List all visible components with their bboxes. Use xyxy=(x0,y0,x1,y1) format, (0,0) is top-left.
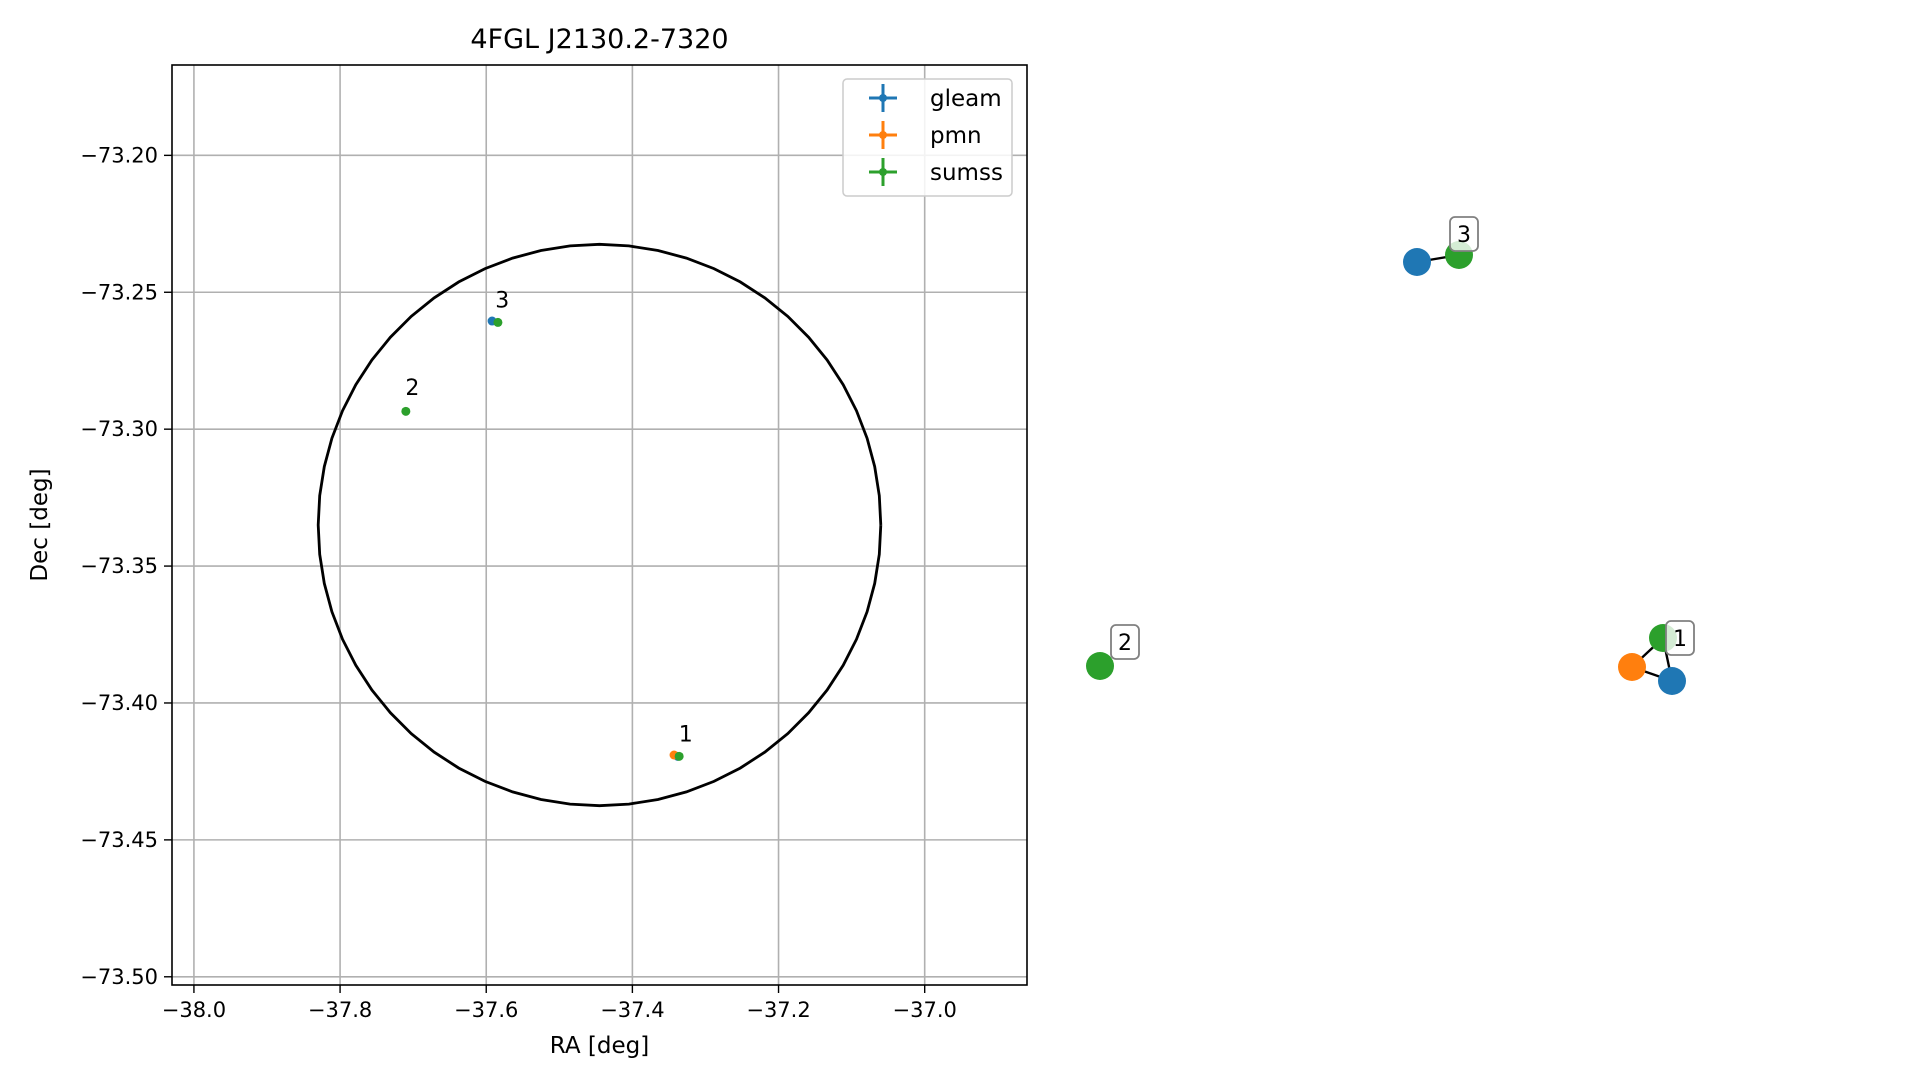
legend-item-gleam: gleam xyxy=(869,84,1002,112)
network-node-gleam xyxy=(1658,667,1686,695)
network-label-box xyxy=(1449,216,1479,252)
legend: gleam pmn sumss xyxy=(842,78,1013,197)
x-axis-label: RA [deg] xyxy=(550,1033,649,1059)
x-tick-label: −38.0 xyxy=(162,998,226,1022)
network-label-box xyxy=(1665,620,1695,656)
network-node-pmn xyxy=(1618,653,1646,681)
y-tick-label: −73.50 xyxy=(80,965,158,989)
circle-layer xyxy=(316,242,883,808)
legend-items: gleam pmn sumss xyxy=(869,84,1003,186)
x-tick-label: −37.8 xyxy=(308,998,372,1022)
network-label: 1 xyxy=(1665,620,1695,656)
y-tick-label: −73.30 xyxy=(80,417,158,441)
y-tick-label: −73.45 xyxy=(80,828,158,852)
y-axis-label: Dec [deg] xyxy=(27,468,53,581)
scatter-plot: 1 2 3 −38.0 −37.8 −37.6 −37.4 −37.2 −37.0 −73.20… xyxy=(27,24,1028,1059)
x-tick-label: −37.4 xyxy=(600,998,664,1022)
legend-item-pmn: pmn xyxy=(869,121,982,149)
chart-title: 4FGL J2130.2-7320 xyxy=(470,24,728,55)
point-annotation: 1 xyxy=(679,722,693,747)
legend-marker-dot xyxy=(879,94,887,102)
network-node-gleam xyxy=(1403,248,1431,276)
y-tick-label: −73.40 xyxy=(80,691,158,715)
data-point-sumss xyxy=(493,317,503,327)
legend-label: gleam xyxy=(930,86,1002,112)
x-tick-label: −37.6 xyxy=(454,998,518,1022)
network-labels: 1 2 3 xyxy=(1110,216,1695,660)
axes-frame xyxy=(171,64,1028,986)
data-point-sumss xyxy=(401,406,411,416)
x-tick-label: −37.2 xyxy=(746,998,810,1022)
network-label: 2 xyxy=(1110,624,1140,660)
uncertainty-ellipse xyxy=(316,242,883,808)
grid-layer xyxy=(172,65,1027,985)
legend-label: sumss xyxy=(930,160,1003,186)
ticks-layer: −38.0 −37.8 −37.6 −37.4 −37.2 −37.0 −73.20 −73.… xyxy=(80,143,957,1022)
legend-item-sumss: sumss xyxy=(869,158,1003,186)
crossmatch-network: 1 2 3 xyxy=(1086,216,1695,695)
y-tick-label: −73.20 xyxy=(80,143,158,167)
x-tick-label: −37.0 xyxy=(893,998,957,1022)
points-layer xyxy=(401,316,684,761)
network-label-text: 3 xyxy=(1457,223,1471,248)
point-annotation: 3 xyxy=(495,288,509,313)
legend-marker-dot xyxy=(879,168,887,176)
annotation-layer: 1 2 3 xyxy=(405,288,692,747)
point-annotation: 2 xyxy=(405,376,419,401)
legend-label: pmn xyxy=(930,123,982,149)
axes-background xyxy=(172,65,1027,985)
legend-box xyxy=(842,78,1013,197)
network-label-box xyxy=(1110,624,1140,660)
network-label-text: 2 xyxy=(1118,631,1132,656)
data-point-sumss xyxy=(674,751,684,761)
network-label: 3 xyxy=(1449,216,1479,252)
y-tick-label: −73.25 xyxy=(80,280,158,304)
legend-marker-dot xyxy=(879,131,887,139)
network-label-text: 1 xyxy=(1673,627,1687,652)
y-tick-label: −73.35 xyxy=(80,554,158,578)
network-node-sumss xyxy=(1086,652,1114,680)
